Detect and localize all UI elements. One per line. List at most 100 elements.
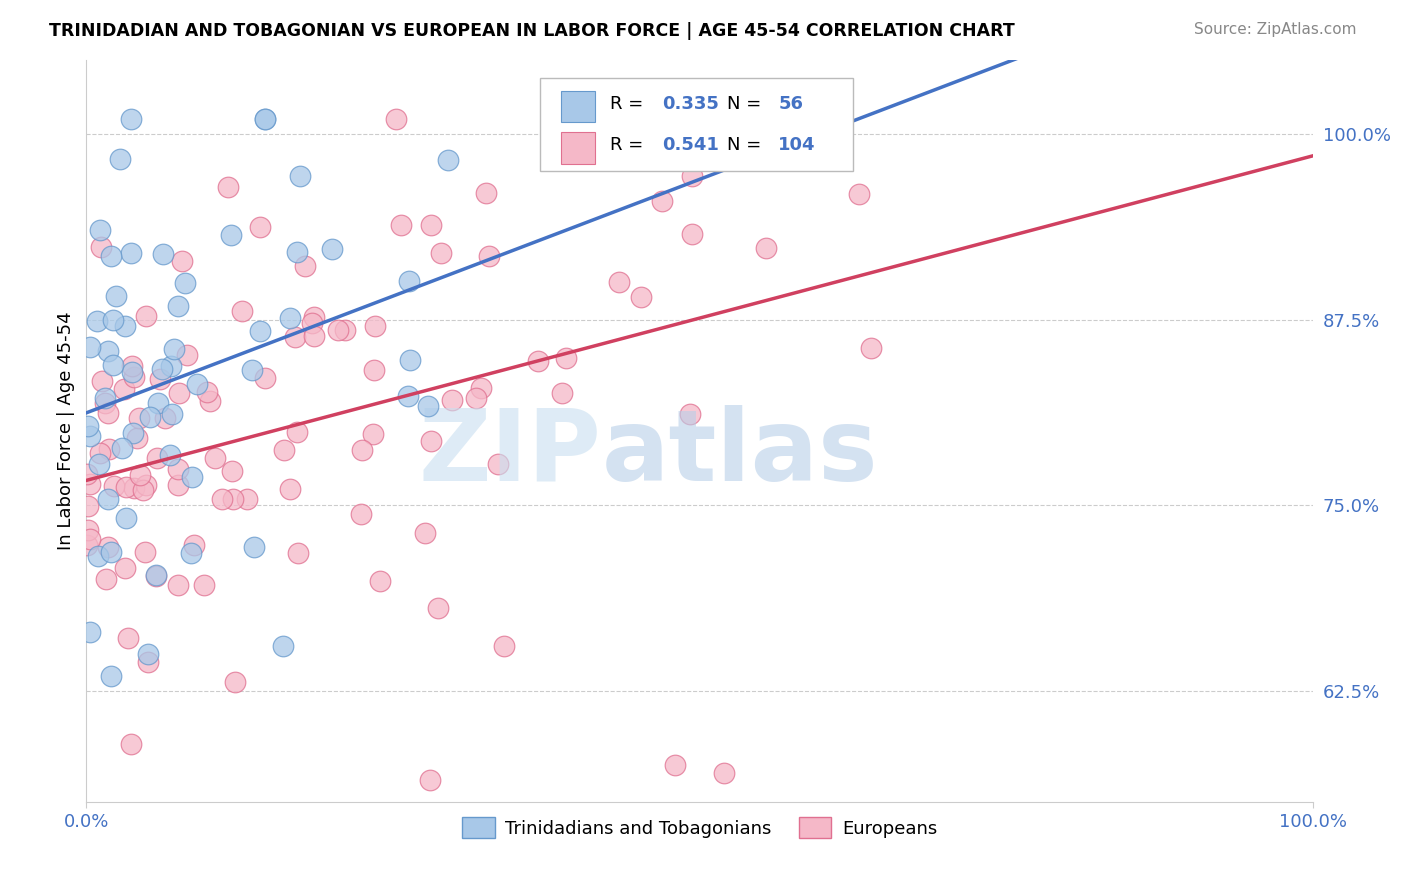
Point bbox=[183, 538, 205, 552]
Point bbox=[152, 247, 174, 261]
Y-axis label: In Labor Force | Age 45-54: In Labor Force | Age 45-54 bbox=[58, 311, 75, 550]
Point bbox=[166, 578, 188, 592]
Text: 56: 56 bbox=[779, 95, 803, 112]
Point bbox=[160, 407, 183, 421]
Point bbox=[146, 450, 169, 465]
Point bbox=[440, 393, 463, 408]
Point bbox=[198, 394, 221, 409]
Point bbox=[271, 640, 294, 654]
Point bbox=[243, 540, 266, 554]
Point bbox=[125, 431, 148, 445]
Point bbox=[90, 240, 112, 254]
Point bbox=[204, 450, 226, 465]
Point bbox=[135, 478, 157, 492]
Point bbox=[664, 758, 686, 772]
Text: 104: 104 bbox=[779, 136, 815, 154]
Point bbox=[89, 446, 111, 460]
Point bbox=[492, 639, 515, 653]
Point bbox=[149, 372, 172, 386]
Point bbox=[284, 329, 307, 343]
Point bbox=[122, 425, 145, 440]
Point bbox=[145, 568, 167, 582]
Point bbox=[249, 324, 271, 338]
Point bbox=[76, 419, 98, 434]
Point bbox=[173, 277, 195, 291]
Point bbox=[478, 249, 501, 263]
Bar bbox=[561, 132, 596, 163]
Point bbox=[713, 765, 735, 780]
Point bbox=[254, 112, 277, 126]
Point bbox=[193, 577, 215, 591]
Point bbox=[437, 153, 460, 168]
Text: R =: R = bbox=[610, 136, 650, 154]
Point bbox=[679, 407, 702, 421]
Point bbox=[134, 545, 156, 559]
Point bbox=[94, 391, 117, 405]
Point bbox=[166, 299, 188, 313]
Point bbox=[416, 400, 439, 414]
Text: atlas: atlas bbox=[602, 405, 879, 501]
Point bbox=[111, 441, 134, 455]
Point bbox=[79, 476, 101, 491]
Point bbox=[550, 385, 572, 400]
Point bbox=[285, 244, 308, 259]
Point bbox=[159, 448, 181, 462]
Point bbox=[136, 655, 159, 669]
Point bbox=[94, 572, 117, 586]
Point bbox=[121, 365, 143, 379]
Point bbox=[86, 314, 108, 328]
Point bbox=[326, 323, 349, 337]
Point bbox=[108, 152, 131, 166]
FancyBboxPatch shape bbox=[540, 78, 853, 171]
Point bbox=[76, 467, 98, 481]
Point bbox=[419, 219, 441, 233]
Point bbox=[399, 352, 422, 367]
Point bbox=[222, 491, 245, 506]
Point bbox=[135, 309, 157, 323]
Point bbox=[150, 362, 173, 376]
Point bbox=[217, 180, 239, 194]
Point bbox=[148, 396, 170, 410]
Point bbox=[352, 443, 374, 458]
Text: R =: R = bbox=[610, 95, 650, 112]
Point bbox=[368, 574, 391, 588]
Point bbox=[136, 647, 159, 661]
Point bbox=[77, 523, 100, 537]
Point bbox=[128, 410, 150, 425]
Point bbox=[859, 341, 882, 355]
Point bbox=[288, 169, 311, 183]
Point bbox=[121, 359, 143, 374]
Point bbox=[170, 254, 193, 268]
Point bbox=[427, 601, 450, 615]
Point bbox=[79, 428, 101, 442]
Point bbox=[287, 546, 309, 560]
Point bbox=[101, 358, 124, 372]
Point bbox=[396, 389, 419, 403]
Point bbox=[475, 186, 498, 201]
Point bbox=[651, 194, 673, 208]
Point bbox=[114, 480, 136, 494]
Point bbox=[97, 491, 120, 506]
Point bbox=[103, 479, 125, 493]
Point bbox=[167, 386, 190, 401]
Text: N =: N = bbox=[727, 136, 766, 154]
Point bbox=[486, 457, 509, 471]
Point bbox=[527, 354, 550, 368]
Point bbox=[236, 492, 259, 507]
Point bbox=[384, 112, 406, 126]
Point bbox=[89, 458, 111, 472]
Point bbox=[253, 371, 276, 385]
Point bbox=[97, 406, 120, 420]
Point bbox=[114, 510, 136, 524]
Point bbox=[100, 669, 122, 683]
Point bbox=[224, 675, 246, 690]
Point bbox=[607, 275, 630, 289]
Point bbox=[302, 310, 325, 324]
Point bbox=[129, 467, 152, 482]
Point bbox=[389, 219, 412, 233]
Point bbox=[364, 319, 387, 334]
Point bbox=[321, 242, 343, 256]
Point bbox=[249, 220, 271, 235]
Point bbox=[278, 310, 301, 325]
Point bbox=[114, 561, 136, 575]
